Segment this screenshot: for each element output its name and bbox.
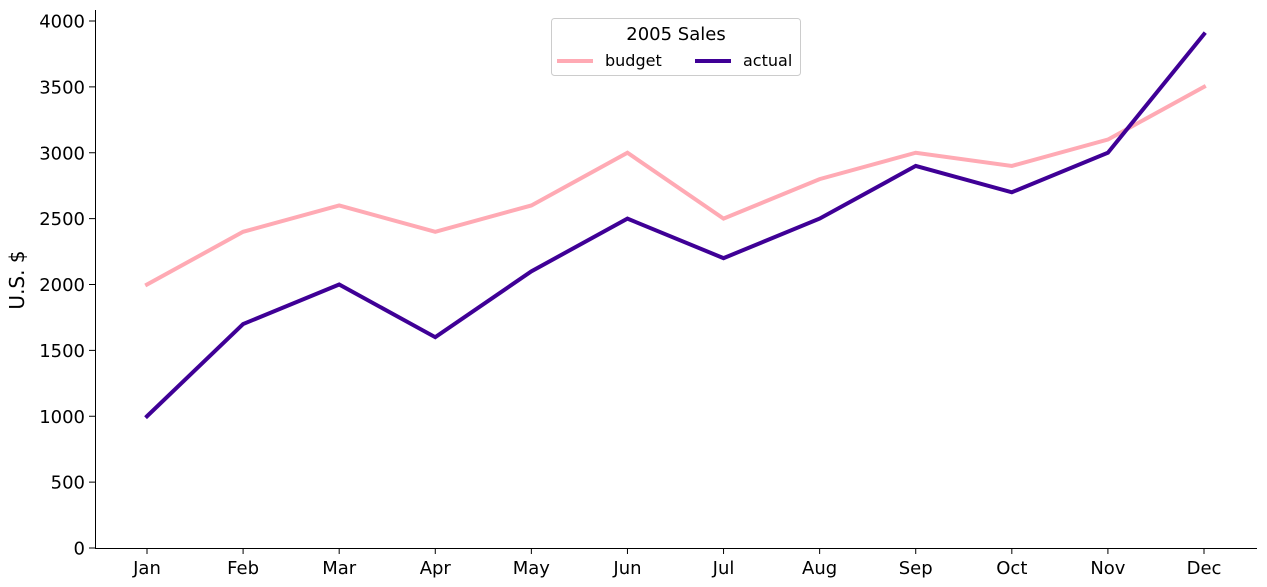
legend-label-budget: budget [605,51,662,70]
y-tick-label: 2500 [39,209,85,230]
y-tick-label: 0 [74,539,85,560]
legend-frame [551,18,801,76]
y-tick-label: 1000 [39,407,85,428]
x-tick-label: Nov [1090,558,1125,579]
x-tick-label: Sep [899,558,933,579]
y-tick-label: 4000 [39,12,85,33]
x-tick-label: Oct [996,558,1027,579]
y-tick-label: 500 [51,473,85,494]
y-axis-title: U.S. $ [5,250,29,309]
x-tick-label: May [513,558,551,579]
plot-lines [144,31,1207,420]
legend: 2005 Sales budget actual [551,18,801,76]
y-tick-label: 3500 [39,77,85,98]
x-tick-label: Jun [612,558,641,579]
x-ticks: Jan Feb Mar Apr May Jun Jul Aug Sep Oct Nov Dec [132,548,1221,579]
x-tick-label: Aug [802,558,837,579]
x-tick-label: Feb [227,558,259,579]
x-tick-label: Dec [1187,558,1222,579]
y-tick-label: 2000 [39,275,85,296]
x-tick-label: Jul [712,558,735,579]
x-tick-label: Jan [132,558,161,579]
legend-title: 2005 Sales [626,24,725,45]
x-tick-label: Mar [322,558,357,579]
series-line-actual [144,31,1207,420]
y-tick-label: 3000 [39,143,85,164]
legend-label-actual: actual [743,51,792,70]
y-tick-label: 1500 [39,341,85,362]
series-line-budget [144,84,1207,288]
x-tick-label: Apr [420,558,452,579]
y-ticks: 0 500 1000 1500 2000 2500 3000 3500 4000 [39,12,95,560]
